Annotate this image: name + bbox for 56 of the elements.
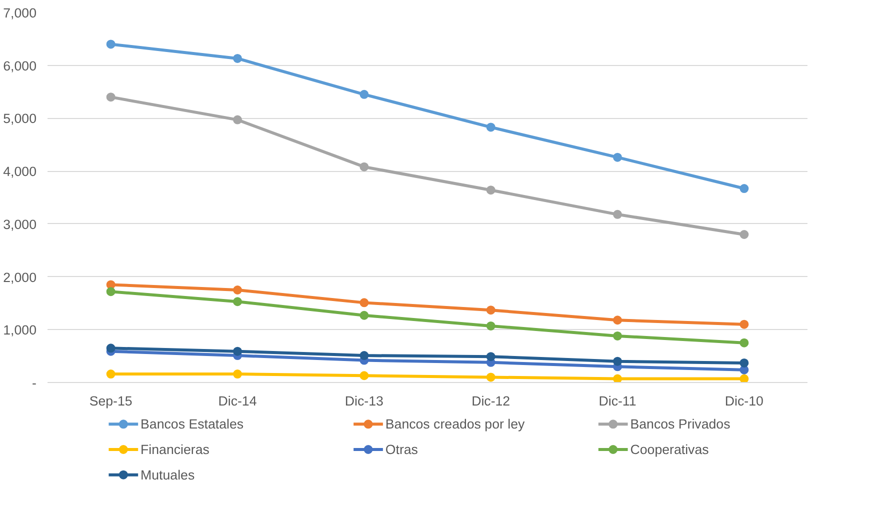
- x-tick-label: Dic-13: [344, 394, 384, 408]
- point: [486, 122, 496, 132]
- point: [613, 374, 622, 382]
- point: [360, 310, 369, 320]
- point: [613, 152, 622, 162]
- point: [486, 186, 496, 195]
- point: [486, 321, 496, 330]
- y-tick-label: 2,000: [3, 270, 37, 285]
- point: [233, 115, 242, 124]
- y-tick-label: 5,000: [3, 111, 37, 126]
- point: [613, 331, 622, 340]
- legend-label: Bancos creados por ley: [385, 416, 526, 432]
- point: [233, 54, 242, 63]
- legend-label: Mutuales: [140, 467, 195, 482]
- y-tick-label: 3,000: [3, 216, 37, 232]
- point: [740, 358, 749, 368]
- point: [740, 230, 749, 239]
- x-tick-label: Sep-15: [89, 394, 132, 408]
- y-tick-label: 1,000: [3, 322, 37, 338]
- point: [613, 316, 622, 325]
- point: [613, 356, 622, 366]
- point: [740, 320, 749, 329]
- point: [106, 344, 116, 353]
- point: [360, 298, 369, 308]
- legend-label: Bancos Privados: [630, 416, 731, 432]
- point: [106, 370, 116, 379]
- point: [486, 372, 496, 382]
- x-tick-label: Dic-10: [724, 394, 764, 408]
- point: [486, 306, 496, 315]
- point: [106, 40, 116, 49]
- point: [613, 210, 622, 219]
- point: [360, 371, 369, 380]
- legend-label: Financieras: [140, 442, 210, 457]
- x-tick-label: Dic-12: [472, 394, 510, 408]
- point: [233, 346, 242, 356]
- y-tick-label: -: [32, 376, 37, 390]
- point: [233, 286, 242, 294]
- point: [360, 90, 369, 99]
- point: [486, 352, 496, 362]
- y-tick-label: 6,000: [3, 58, 37, 74]
- legend-label: Cooperativas: [630, 442, 710, 457]
- point: [233, 370, 242, 379]
- legend-label: Otras: [385, 442, 418, 457]
- y-tick-label: 7,000: [3, 6, 37, 20]
- point: [106, 287, 116, 296]
- point: [740, 338, 749, 348]
- point: [360, 162, 369, 172]
- x-tick-label: Dic-11: [598, 394, 636, 408]
- point: [740, 374, 749, 382]
- legend-label: Bancos Estatales: [140, 416, 244, 432]
- x-tick-label: Dic-14: [218, 394, 258, 408]
- point: [233, 297, 242, 306]
- y-tick-label: 4,000: [3, 164, 37, 180]
- point: [106, 92, 116, 102]
- point: [360, 351, 369, 360]
- point: [740, 184, 749, 194]
